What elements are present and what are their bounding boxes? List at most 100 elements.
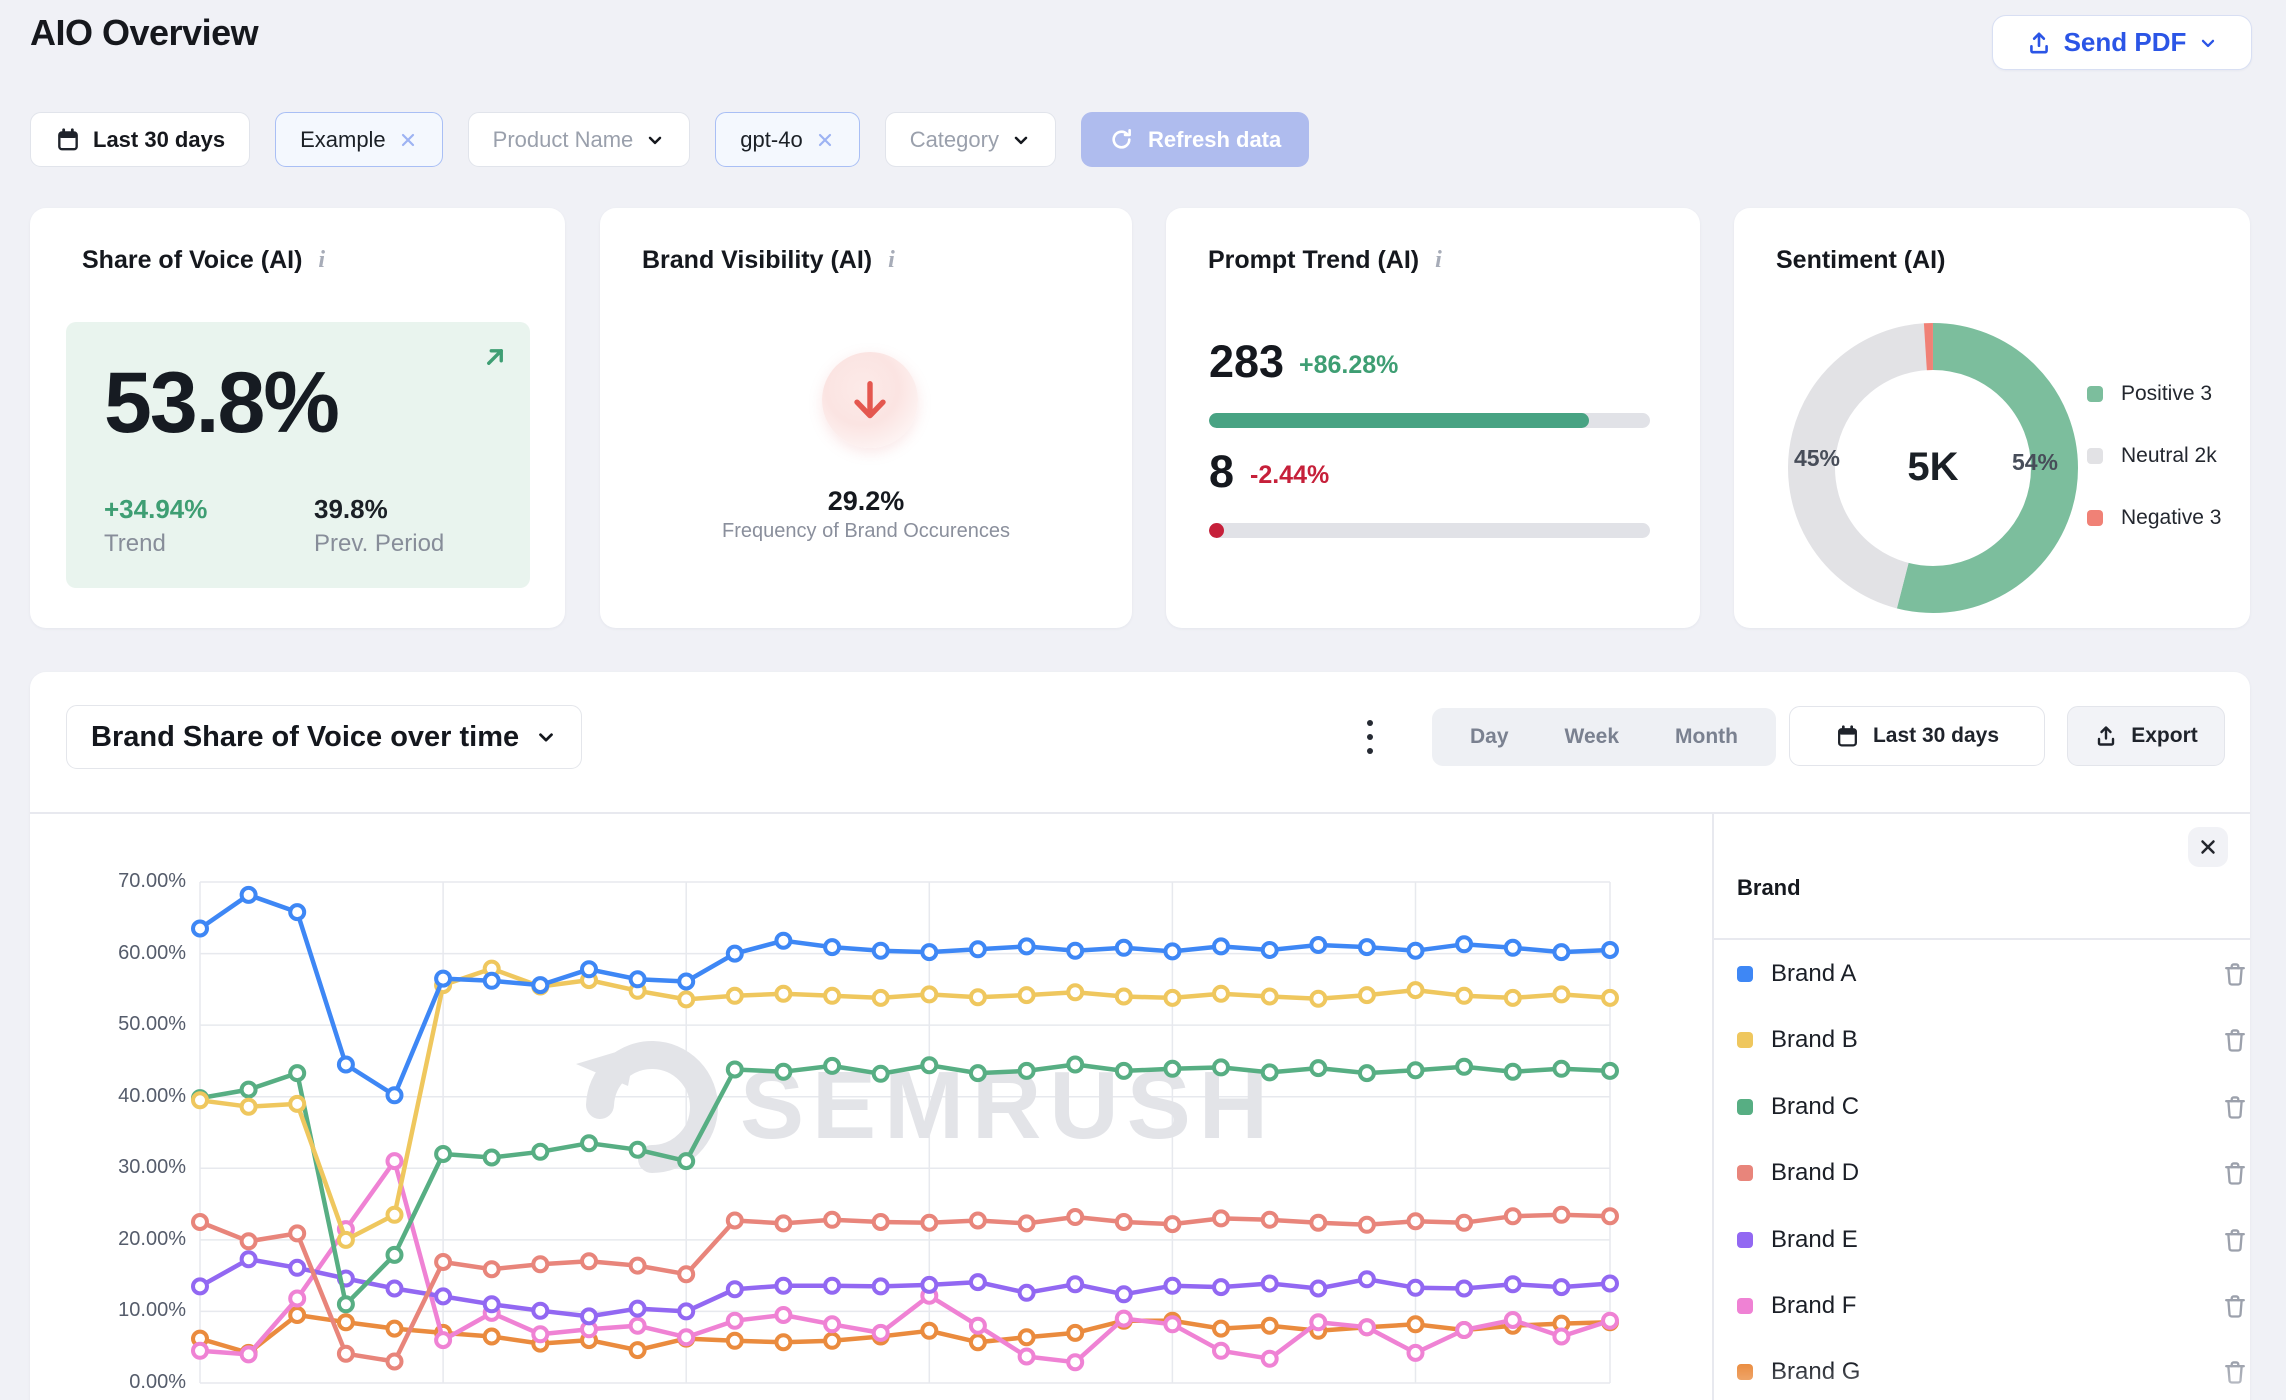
trash-icon bbox=[2225, 1029, 2245, 1053]
brand-label: Brand D bbox=[1771, 1159, 1860, 1187]
trash-icon bbox=[2225, 1228, 2245, 1252]
brand-share-chart-card: Brand Share of Voice over time Day Week … bbox=[30, 672, 2250, 1400]
brand-visibility-caption: Frequency of Brand Occurences bbox=[722, 520, 1010, 542]
send-pdf-button[interactable]: Send PDF bbox=[1992, 15, 2252, 70]
chevron-down-icon bbox=[2198, 33, 2218, 53]
filter-tag-example[interactable]: Example bbox=[275, 112, 443, 167]
upload-icon bbox=[2094, 724, 2118, 748]
prompt-progress-fill bbox=[1209, 413, 1590, 428]
delete-brand-button[interactable] bbox=[2220, 1092, 2250, 1122]
series-markers-brand-d bbox=[191, 1205, 1619, 1371]
legend-label: Negative 3 bbox=[2121, 506, 2222, 529]
brand-label: Brand E bbox=[1771, 1225, 1858, 1253]
calendar-icon bbox=[1835, 724, 1860, 749]
kebab-menu-icon[interactable] bbox=[1355, 712, 1385, 762]
trend-value: +34.94% bbox=[104, 494, 208, 524]
sentiment-total: 5K bbox=[1907, 445, 1959, 489]
delete-brand-button[interactable] bbox=[2220, 1158, 2250, 1188]
brand-color-dot bbox=[1737, 1298, 1753, 1314]
arrow-up-right-icon bbox=[480, 342, 510, 372]
trend-label: Trend bbox=[104, 530, 166, 557]
brand-visibility-value: 29.2% bbox=[827, 486, 905, 516]
brand-color-dot bbox=[1737, 966, 1753, 982]
filter-tag-gpt-4o[interactable]: gpt-4o bbox=[715, 112, 860, 167]
chart-date-range-button[interactable]: Last 30 days bbox=[1789, 706, 2045, 766]
delete-brand-button[interactable] bbox=[2220, 959, 2250, 989]
legend-label: Neutral 2k bbox=[2121, 444, 2217, 467]
category-placeholder: Category bbox=[909, 126, 999, 152]
date-range-button[interactable]: Last 30 days bbox=[30, 112, 251, 167]
upload-icon bbox=[2026, 30, 2052, 56]
prompt-secondary-value: 8 bbox=[1209, 446, 1235, 497]
trash-icon bbox=[2225, 1162, 2245, 1185]
trash-icon bbox=[2225, 1361, 2245, 1385]
prompt-trend-title: Prompt Trend (AI) bbox=[1208, 246, 1420, 274]
brand-label: Brand A bbox=[1771, 960, 1857, 987]
chart-date-range-label: Last 30 days bbox=[1872, 724, 2000, 747]
granularity-toggle: Day Week Month bbox=[1432, 708, 1776, 766]
legend-label: Positive 3 bbox=[2121, 382, 2213, 405]
prompt-progress-track bbox=[1209, 413, 1650, 428]
share-of-voice-title: Share of Voice (AI) bbox=[82, 246, 303, 274]
legend-panel-divider bbox=[1712, 813, 1714, 1400]
brand-visibility-title: Brand Visibility (AI) bbox=[642, 246, 873, 274]
y-axis-label: 30.00% bbox=[118, 1156, 186, 1179]
y-axis-label: 0.00% bbox=[129, 1371, 186, 1393]
delete-brand-button[interactable] bbox=[2220, 1025, 2250, 1055]
prompt-count-value: 283 bbox=[1209, 336, 1285, 387]
product-name-placeholder: Product Name bbox=[492, 126, 634, 152]
chart-title-dropdown[interactable]: Brand Share of Voice over time bbox=[66, 705, 583, 769]
chevron-down-icon bbox=[1011, 130, 1031, 150]
sentiment-card: Sentiment (AI) 5K 45% 54% Positive 3 Neut… bbox=[1734, 208, 2250, 628]
series-line-brand-f bbox=[197, 1158, 1613, 1365]
delete-brand-button[interactable] bbox=[2220, 1357, 2250, 1387]
category-dropdown[interactable]: Category bbox=[884, 112, 1056, 167]
arrow-down-icon bbox=[844, 374, 896, 426]
brand-color-dot bbox=[1737, 1364, 1753, 1381]
share-of-voice-card: Share of Voice (AI) i 53.8% +34.94% Tren… bbox=[30, 208, 565, 628]
refresh-data-label: Refresh data bbox=[1147, 126, 1282, 152]
brand-color-dot bbox=[1737, 1231, 1753, 1248]
series-markers-brand-f bbox=[191, 1152, 1619, 1372]
brand-color-dot bbox=[1737, 1165, 1753, 1182]
brand-row-brand-c: Brand C bbox=[1737, 1087, 2250, 1127]
remove-tag-icon[interactable] bbox=[398, 130, 418, 150]
export-button[interactable]: Export bbox=[2067, 706, 2225, 766]
y-axis-label: 50.00% bbox=[118, 1013, 186, 1036]
donut-segment-positive bbox=[1788, 323, 2078, 613]
close-legend-panel-button[interactable] bbox=[2188, 827, 2228, 867]
prompt-secondary-fill bbox=[1209, 523, 1224, 538]
calendar-icon bbox=[55, 127, 81, 153]
brand-label: Brand B bbox=[1771, 1026, 1858, 1054]
info-icon[interactable]: i bbox=[1435, 247, 1442, 273]
prompt-trend-card: Prompt Trend (AI) i 283 +86.28% 8 -2.44% bbox=[1166, 208, 1700, 628]
info-icon[interactable]: i bbox=[888, 247, 895, 273]
send-pdf-label: Send PDF bbox=[2063, 27, 2187, 57]
delete-brand-button[interactable] bbox=[2220, 1225, 2250, 1255]
tab-month[interactable]: Month bbox=[1675, 725, 1738, 748]
brand-label: Brand G bbox=[1771, 1358, 1861, 1386]
brand-row-brand-e: Brand E bbox=[1737, 1220, 2250, 1260]
tab-day[interactable]: Day bbox=[1470, 725, 1509, 748]
product-name-dropdown[interactable]: Product Name bbox=[467, 112, 691, 167]
legend-color-swatch bbox=[2087, 386, 2103, 402]
remove-tag-icon[interactable] bbox=[815, 130, 835, 150]
close-icon bbox=[2201, 840, 2215, 854]
legend-color-swatch bbox=[2087, 510, 2103, 526]
refresh-data-button[interactable]: Refresh data bbox=[1080, 112, 1310, 167]
prev-period-label: Prev. Period bbox=[314, 530, 445, 557]
tab-week[interactable]: Week bbox=[1564, 725, 1620, 748]
share-of-voice-highlight-box bbox=[66, 322, 530, 588]
info-icon[interactable]: i bbox=[318, 247, 326, 273]
prompt-secondary-track bbox=[1209, 523, 1650, 538]
trash-icon bbox=[2225, 1295, 2245, 1318]
donut-segment-neutral bbox=[1788, 323, 2078, 613]
brand-visibility-card: Brand Visibility (AI) i 29.2% Frequency … bbox=[600, 208, 1132, 628]
y-axis-label: 60.00% bbox=[118, 941, 186, 964]
series-markers-brand-a bbox=[191, 885, 1619, 1105]
series-line-brand-e bbox=[197, 1256, 1613, 1319]
delete-brand-button[interactable] bbox=[2220, 1291, 2250, 1321]
brand-label: Brand C bbox=[1771, 1092, 1860, 1120]
brand-color-dot bbox=[1737, 1098, 1753, 1115]
positive-pct-label: 54% bbox=[2011, 449, 2059, 475]
